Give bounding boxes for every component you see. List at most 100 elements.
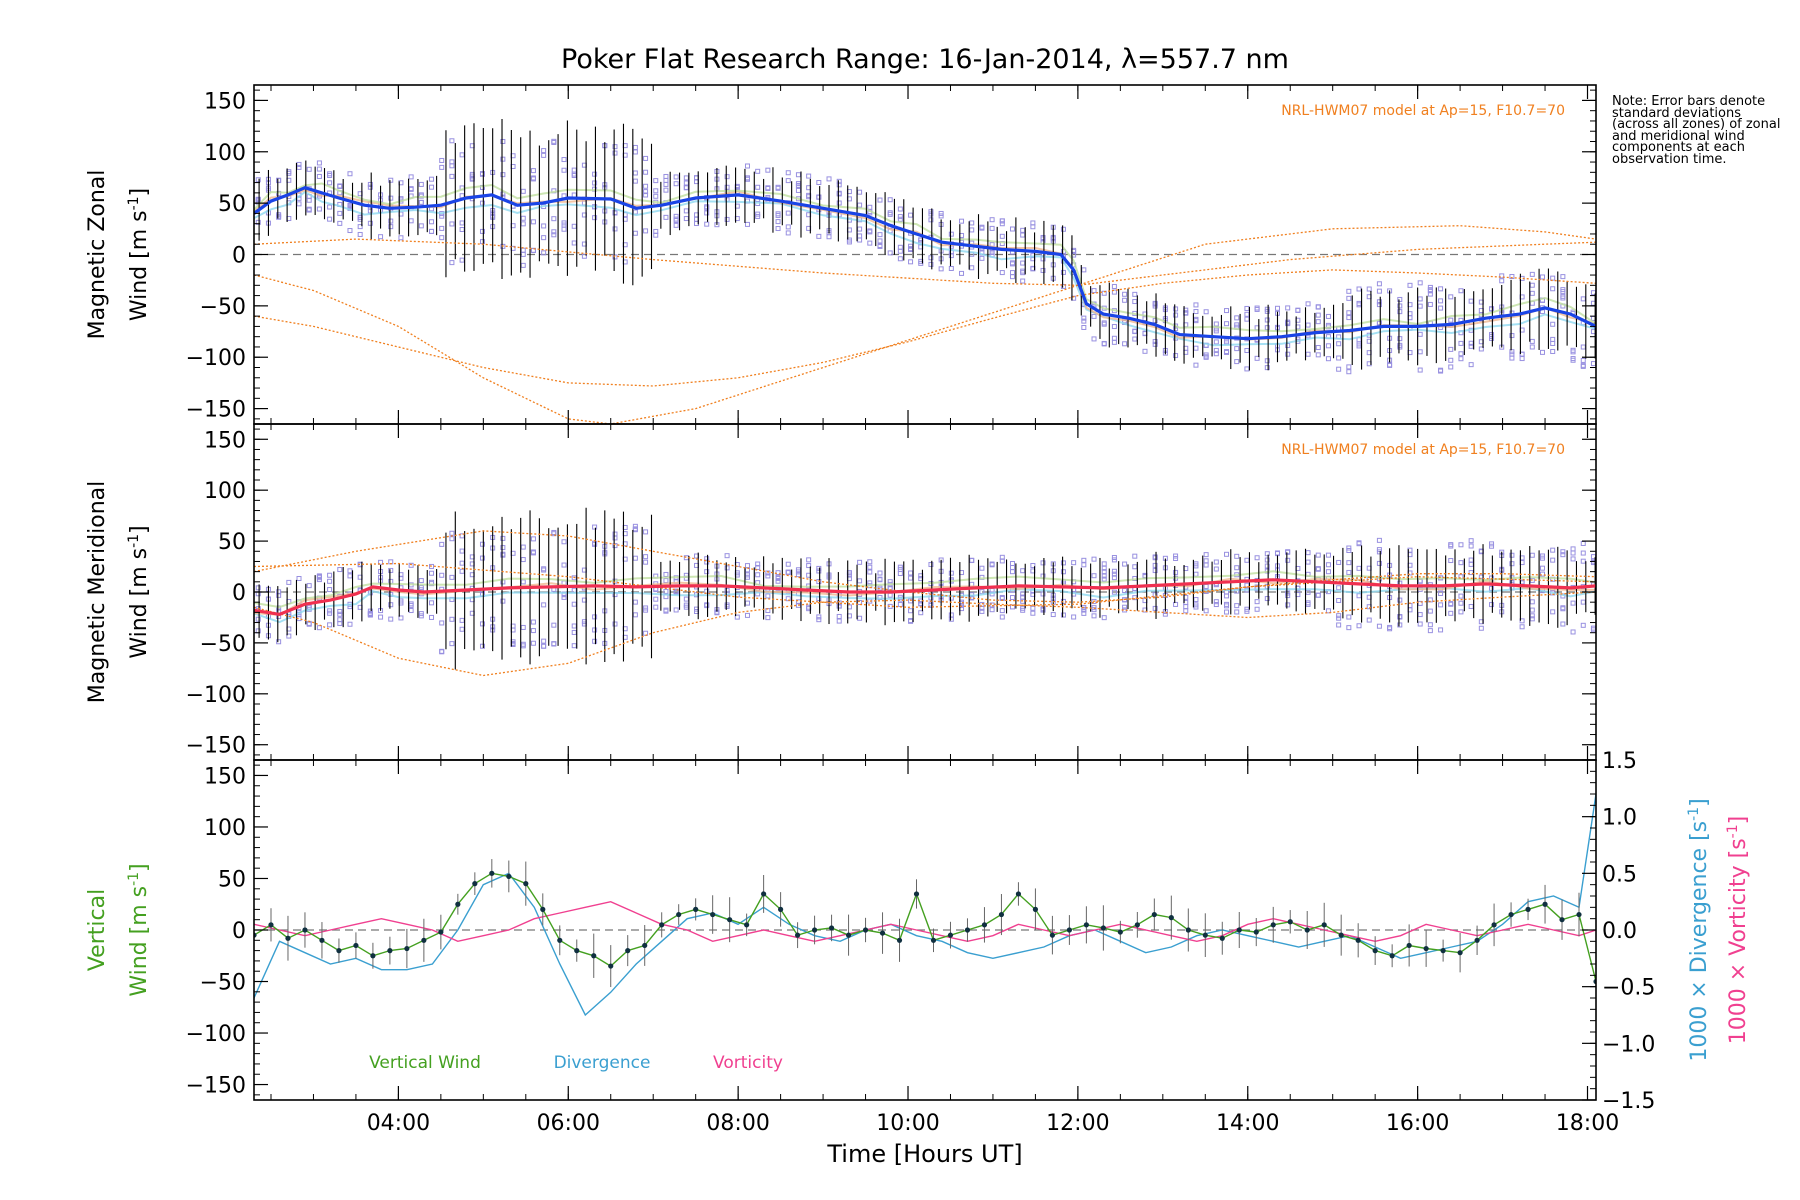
zone-sample <box>1336 598 1342 604</box>
zone-sample <box>1580 357 1586 363</box>
zone-sample <box>1224 349 1230 355</box>
model-label: NRL-HWM07 model at Ap=15, F10.7=70 <box>1281 442 1565 458</box>
zone-sample <box>1336 622 1342 628</box>
zone-sample <box>398 235 404 241</box>
zone-sample <box>1132 564 1138 570</box>
zone-sample <box>449 260 455 266</box>
zone-sample <box>1550 340 1556 346</box>
zone-sample <box>1489 602 1495 608</box>
zone-sample <box>1550 348 1556 354</box>
zone-sample <box>388 616 394 622</box>
zone-sample <box>429 600 435 606</box>
zone-sample <box>1427 622 1433 628</box>
zone-sample <box>1356 593 1362 599</box>
zone-sample <box>1111 289 1117 295</box>
zone-sample <box>1427 287 1433 293</box>
zone-sample <box>1448 542 1454 548</box>
zone-sample <box>1305 559 1311 565</box>
zone-sample <box>775 226 781 232</box>
zone-sample <box>388 567 394 573</box>
zone-trace <box>254 182 1596 333</box>
zone-sample <box>1305 550 1311 556</box>
zone-sample <box>979 608 985 614</box>
vertical-wind-point <box>489 870 495 876</box>
zone-sample <box>1529 271 1535 277</box>
zone-sample <box>429 563 435 569</box>
zone-sample <box>1193 318 1199 324</box>
zone-sample <box>999 554 1005 560</box>
zone-sample <box>1244 557 1250 563</box>
zone-sample <box>663 181 669 187</box>
zone-sample <box>459 152 465 158</box>
zone-sample <box>1264 596 1270 602</box>
zone-sample <box>449 616 455 622</box>
zone-sample <box>1081 324 1087 330</box>
zone-sample <box>500 551 506 557</box>
zone-sample <box>948 231 954 237</box>
panels: NRL-HWM07 model at Ap=15, F10.7=70 150 100… <box>85 84 1751 1136</box>
zone-sample <box>1438 286 1444 292</box>
zone-sample <box>1519 624 1525 630</box>
zone-sample <box>1407 282 1413 288</box>
zone-sample <box>459 548 465 554</box>
zone-sample <box>1458 609 1464 615</box>
zone-sample <box>1438 298 1444 304</box>
zone-sample <box>857 202 863 208</box>
zone-sample <box>816 614 822 620</box>
zone-sample <box>1254 305 1260 311</box>
zone-sample <box>1417 621 1423 627</box>
zone-sample <box>1183 604 1189 610</box>
zone-sample <box>1325 608 1331 614</box>
vertical-wind-point <box>625 948 631 954</box>
vertical-wind-point <box>302 927 308 933</box>
zone-sample <box>744 163 750 169</box>
vertical-wind-point <box>744 922 750 928</box>
zone-sample <box>459 617 465 623</box>
zone-sample <box>530 536 536 542</box>
zone-sample <box>765 185 771 191</box>
y-tick-label: 0 <box>232 919 246 944</box>
zone-sample <box>378 234 384 240</box>
zone-sample <box>1101 615 1107 621</box>
x-tick-label: 06:00 <box>537 1111 600 1136</box>
zone-sample <box>429 614 435 620</box>
zone-sample <box>296 576 302 582</box>
zone-sample <box>1356 623 1362 629</box>
zone-sample <box>1336 615 1342 621</box>
zone-sample <box>704 559 710 565</box>
vertical-wind-point <box>1525 906 1531 912</box>
vertical-wind-point <box>930 937 937 943</box>
zone-sample <box>255 177 261 183</box>
zone-sample <box>612 254 618 260</box>
zone-sample <box>612 226 618 232</box>
zone-sample <box>908 598 914 604</box>
zone-sample <box>1590 361 1596 367</box>
y-axis-label-line1: Magnetic Zonal <box>85 170 110 340</box>
zone-sample <box>1570 357 1576 363</box>
zone-sample <box>1030 220 1036 226</box>
y-tick-label: 50 <box>218 867 246 892</box>
zone-sample <box>337 220 343 226</box>
model-curve <box>254 530 1596 603</box>
zone-sample <box>1152 341 1158 347</box>
zone-sample <box>1550 275 1556 281</box>
zone-sample <box>571 192 577 198</box>
vertical-wind-point <box>1032 906 1039 912</box>
zone-sample <box>612 543 618 549</box>
vertical-wind-point <box>998 911 1005 918</box>
zone-sample <box>744 176 750 182</box>
zone-sample <box>1111 557 1117 563</box>
zone-sample <box>704 588 710 594</box>
zone-sample <box>877 576 883 582</box>
vertical-wind-point <box>1508 911 1514 918</box>
zone-sample <box>1315 312 1321 318</box>
zone-sample <box>1560 606 1566 612</box>
plot-area-vertical <box>254 793 1596 1017</box>
zone-sample <box>388 177 394 183</box>
zone-sample <box>806 173 812 179</box>
zone-sample <box>255 198 261 204</box>
y-tick-label: 0 <box>232 581 246 606</box>
x-tick-label: 08:00 <box>706 1111 769 1136</box>
zone-sample <box>877 238 883 244</box>
zone-sample <box>459 626 465 632</box>
